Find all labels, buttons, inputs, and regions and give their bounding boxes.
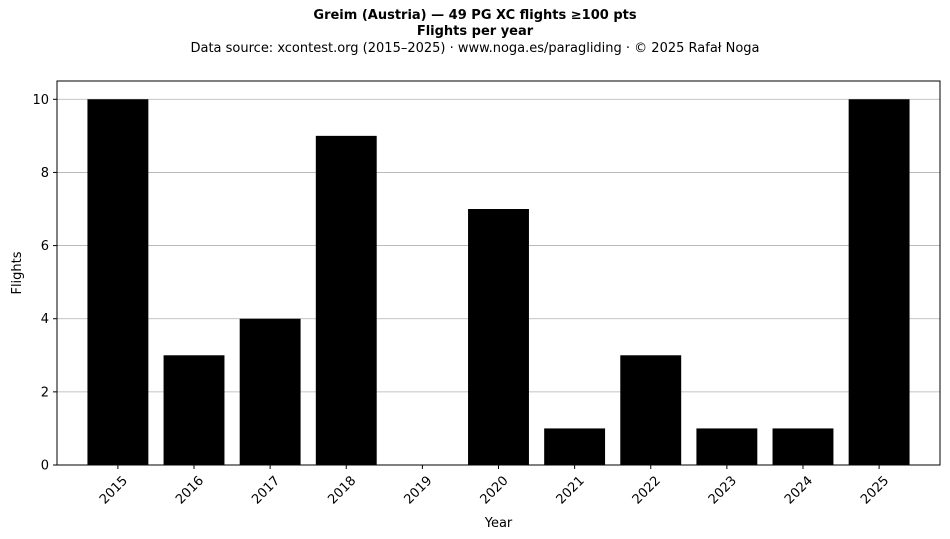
x-tick-label-2024: 2024 <box>782 473 816 507</box>
bars <box>87 99 910 466</box>
bar-2016 <box>163 355 225 465</box>
x-tick-label-2016: 2016 <box>173 473 207 507</box>
bar-2021 <box>544 428 606 465</box>
x-tick-label-2023: 2023 <box>706 473 740 507</box>
chart-title: Greim (Austria) — 49 PG XC flights ≥100 … <box>313 8 637 23</box>
bar-2018 <box>315 135 377 465</box>
y-tick-label: 10 <box>32 93 49 108</box>
y-tick-label: 8 <box>41 166 49 181</box>
chart-source-note: Data source: xcontest.org (2015–2025) · … <box>190 41 760 56</box>
y-axis: 0 2 4 6 8 10 <box>32 93 57 474</box>
x-tick-label-2018: 2018 <box>325 473 359 507</box>
bar-2025 <box>848 99 910 466</box>
x-axis-label: Year <box>484 516 513 531</box>
x-tick-label-2021: 2021 <box>554 473 588 507</box>
x-tick-label-2015: 2015 <box>97 473 131 507</box>
bar-2024 <box>772 428 834 465</box>
y-axis-label: Flights <box>10 251 25 294</box>
x-tick-label-2022: 2022 <box>630 473 664 507</box>
y-tick-label: 4 <box>41 312 49 327</box>
x-tick-label-2017: 2017 <box>249 473 283 507</box>
chart-title-block: Greim (Austria) — 49 PG XC flights ≥100 … <box>0 8 950 58</box>
x-axis: 2015 2016 2017 2018 2019 2020 2021 2022 2023 2024… <box>97 465 892 507</box>
y-tick-label: 6 <box>41 239 49 254</box>
y-tick-label: 0 <box>41 459 49 474</box>
x-tick-label-2025: 2025 <box>858 473 892 507</box>
x-tick-label-2020: 2020 <box>478 473 512 507</box>
bar-2017 <box>239 318 301 465</box>
x-tick-label-2019: 2019 <box>401 473 435 507</box>
bar-2022 <box>620 355 682 465</box>
chart-subtitle: Flights per year <box>416 24 534 39</box>
bar-2015 <box>87 99 149 466</box>
bar-2020 <box>468 209 529 465</box>
bar-2023 <box>696 428 758 465</box>
y-tick-label: 2 <box>41 385 49 400</box>
